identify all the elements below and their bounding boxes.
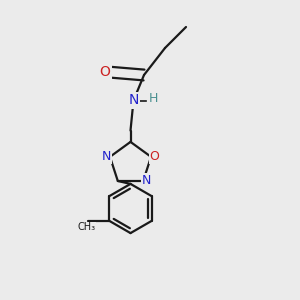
Text: N: N: [128, 94, 139, 107]
Text: H: H: [148, 92, 158, 106]
Text: N: N: [142, 175, 152, 188]
Text: O: O: [150, 150, 160, 163]
Text: N: N: [102, 150, 111, 163]
Text: O: O: [100, 65, 110, 79]
Text: CH₃: CH₃: [78, 222, 96, 232]
